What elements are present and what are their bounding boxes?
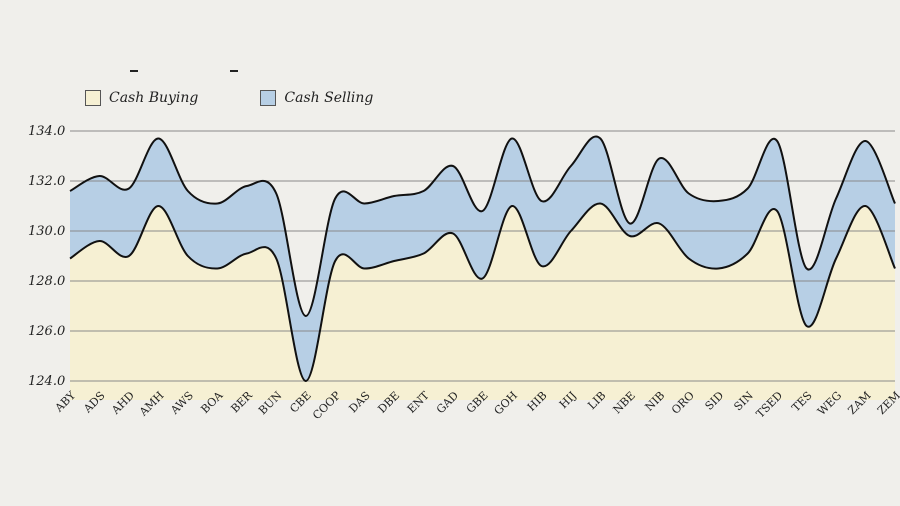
legend-swatch-cash-selling [260,90,277,106]
y-tick-label: 132.0 [28,174,65,189]
legend-swatch-cash-buying [85,90,101,106]
legend: Cash Buying Cash Selling [85,90,373,106]
legend-item-cash-buying: Cash Buying [85,90,198,106]
line-cash-selling [69,135,896,318]
legend-item-cash-selling: Cash Selling [260,90,373,106]
y-tick-label: 130.0 [28,224,65,239]
legend-label-cash-selling: Cash Selling [284,90,374,106]
legend-label-cash-buying: Cash Buying [109,90,199,106]
title-stub [130,70,240,78]
y-tick-label: 126.0 [28,324,65,339]
y-tick-label: 134.0 [28,124,65,139]
area-cash-buying [70,203,895,400]
y-tick-label: 128.0 [28,274,65,289]
y-tick-label: 124.0 [28,374,65,389]
line-cash-buying [69,202,896,383]
